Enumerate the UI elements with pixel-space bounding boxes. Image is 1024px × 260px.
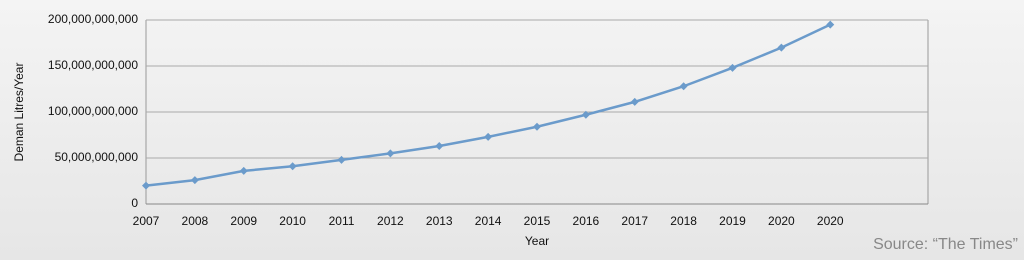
series-line [145, 23, 831, 187]
x-tick-label: 2018 [670, 214, 697, 228]
point-marker [484, 132, 493, 141]
x-axis-label: Year [525, 234, 549, 248]
x-tick-label: 2015 [524, 214, 551, 228]
y-axis-label: Deman Litres/Year [12, 63, 26, 162]
x-tick-label: 2009 [230, 214, 257, 228]
source-note: Source: “The Times” [873, 236, 1018, 253]
x-tick-label: 2011 [329, 214, 355, 228]
point-marker [533, 122, 541, 131]
x-tick-label: 2020 [817, 214, 844, 228]
y-tick-label: 0 [131, 196, 138, 210]
x-tick-label: 2016 [573, 214, 600, 228]
x-tick-label: 2020 [768, 214, 795, 228]
point-marker [386, 149, 395, 158]
x-tick-label: 2013 [426, 214, 453, 228]
point-marker [630, 97, 639, 106]
point-marker [288, 162, 297, 171]
x-tick-label: 2019 [719, 214, 746, 228]
x-tick-label: 2017 [621, 214, 648, 228]
point-marker [777, 43, 786, 52]
x-tick-label: 2012 [377, 214, 404, 228]
x-tick-label: 2014 [475, 214, 502, 228]
y-tick-label: 50,000,000,000 [55, 150, 139, 164]
x-tick-label: 2007 [133, 214, 160, 228]
point-marker [239, 166, 248, 175]
point-marker [679, 82, 688, 91]
x-tick-label: 2010 [279, 214, 306, 228]
point-marker [581, 110, 590, 119]
y-tick-label: 150,000,000,000 [48, 58, 138, 72]
point-marker [826, 20, 835, 29]
x-tick-label: 2008 [182, 214, 209, 228]
point-marker [190, 176, 199, 185]
point-marker [728, 63, 737, 72]
point-marker [142, 181, 150, 190]
point-marker [337, 155, 346, 164]
y-tick-label: 200,000,000,000 [48, 12, 138, 26]
point-marker [435, 142, 444, 151]
y-tick-label: 100,000,000,000 [48, 104, 138, 118]
